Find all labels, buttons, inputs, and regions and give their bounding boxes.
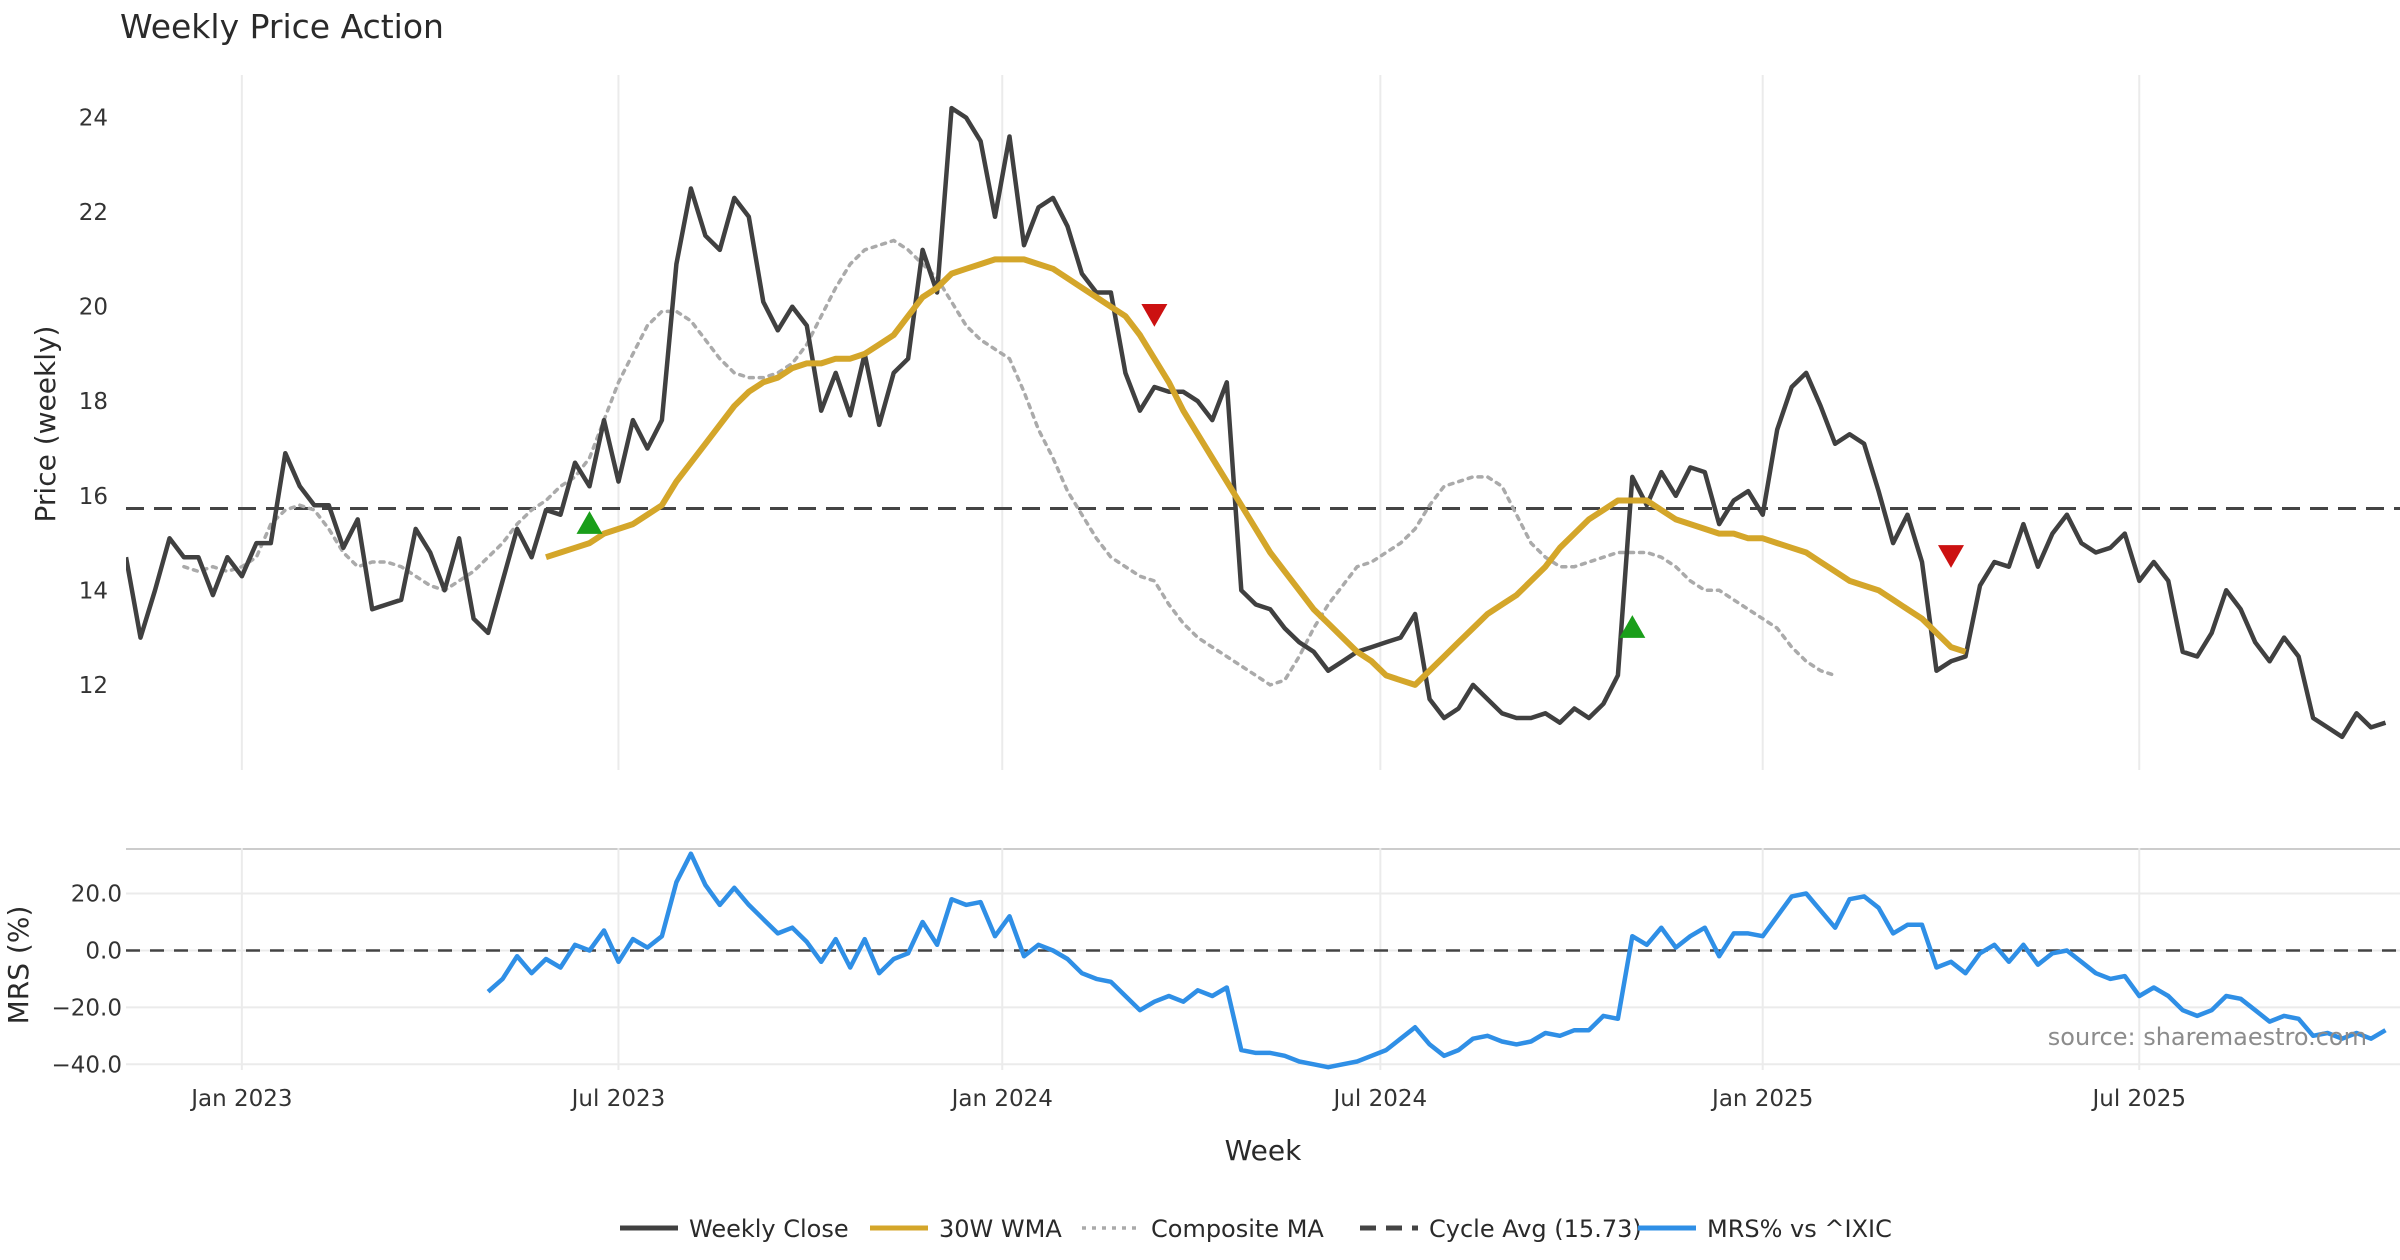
- mrs-y-tick-label: 20.0: [71, 882, 122, 908]
- x-tick-label: Jan 2025: [1710, 1086, 1813, 1112]
- composite-ma-series: [182, 238, 1837, 687]
- price-y-tick-label: 24: [79, 106, 108, 132]
- x-tick-label: Jul 2025: [2090, 1086, 2186, 1112]
- x-tick-label: Jul 2023: [570, 1086, 666, 1112]
- x-tick-label: Jan 2023: [189, 1086, 292, 1112]
- source-credit: source: sharemaestro.com: [2048, 1023, 2367, 1051]
- x-tick-label: Jan 2024: [950, 1086, 1053, 1112]
- buy-signal-marker: [576, 511, 603, 534]
- sell-signal-marker: [1937, 545, 1964, 568]
- legend: Weekly Close 30W WMA Composite MA Cycle Avg…: [620, 1215, 1892, 1243]
- wma-30w-series: [545, 256, 1967, 688]
- x-axis-ticks: Jan 2023 Jul 2023 Jan 2024 Jul 2024 Jan 2025…: [189, 1086, 2186, 1112]
- legend-item-mrs: MRS% vs ^IXIC: [1638, 1215, 1892, 1243]
- mrs-y-tick-label: 0.0: [85, 938, 122, 964]
- mrs-y-tick-label: −40.0: [52, 1052, 122, 1078]
- mrs-y-ticks: −40.0 −20.0 0.0 20.0: [52, 882, 122, 1079]
- price-y-axis-title: Price (weekly): [29, 326, 62, 523]
- buy-signal-marker: [1619, 615, 1646, 638]
- price-gridlines: [240, 75, 2141, 770]
- legend-label: MRS% vs ^IXIC: [1707, 1215, 1892, 1243]
- sell-signal-marker: [1141, 304, 1168, 327]
- price-y-tick-label: 16: [79, 484, 108, 510]
- mrs-y-axis-title: MRS (%): [2, 906, 35, 1025]
- legend-item-wma: 30W WMA: [870, 1215, 1062, 1243]
- price-y-tick-label: 14: [79, 578, 108, 604]
- legend-label: Cycle Avg (15.73): [1429, 1215, 1642, 1243]
- price-y-tick-label: 20: [79, 295, 108, 321]
- signal-markers: [576, 304, 1964, 638]
- price-y-tick-label: 22: [79, 200, 108, 226]
- legend-item-cycle: Cycle Avg (15.73): [1360, 1215, 1642, 1243]
- mrs-series: [486, 851, 2387, 1070]
- price-y-tick-label: 18: [79, 389, 108, 415]
- price-y-ticks: 12 14 16 18 20 22 24: [79, 106, 108, 699]
- chart-title: Weekly Price Action: [120, 7, 444, 46]
- legend-label: Composite MA: [1151, 1215, 1324, 1243]
- weekly-close-series: [126, 105, 2387, 740]
- legend-label: 30W WMA: [939, 1215, 1062, 1243]
- price-panel: 12 14 16 18 20 22 24 Price (weekly): [29, 75, 2400, 770]
- price-y-tick-label: 12: [79, 673, 108, 699]
- x-tick-label: Jul 2024: [1332, 1086, 1428, 1112]
- legend-label: Weekly Close: [689, 1215, 849, 1243]
- mrs-panel: −40.0 −20.0 0.0 20.0 MRS (%) source: sharem…: [2, 848, 2400, 1078]
- legend-item-composite: Composite MA: [1082, 1215, 1324, 1243]
- legend-item-close: Weekly Close: [620, 1215, 849, 1243]
- mrs-y-tick-label: −20.0: [52, 995, 122, 1021]
- x-axis-title: Week: [1225, 1134, 1302, 1167]
